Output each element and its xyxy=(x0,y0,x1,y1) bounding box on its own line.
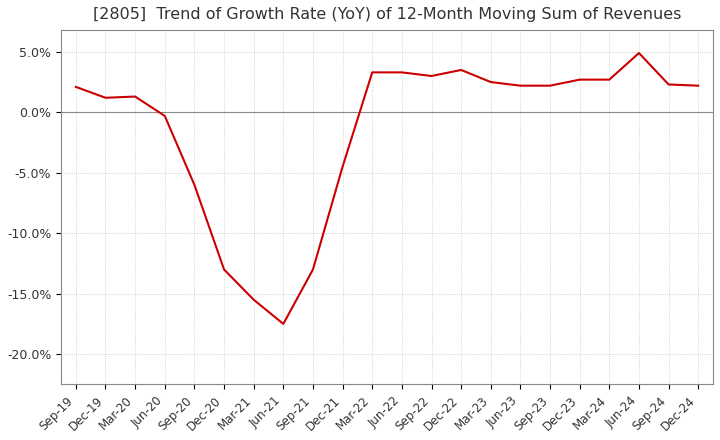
Title: [2805]  Trend of Growth Rate (YoY) of 12-Month Moving Sum of Revenues: [2805] Trend of Growth Rate (YoY) of 12-… xyxy=(93,7,681,22)
